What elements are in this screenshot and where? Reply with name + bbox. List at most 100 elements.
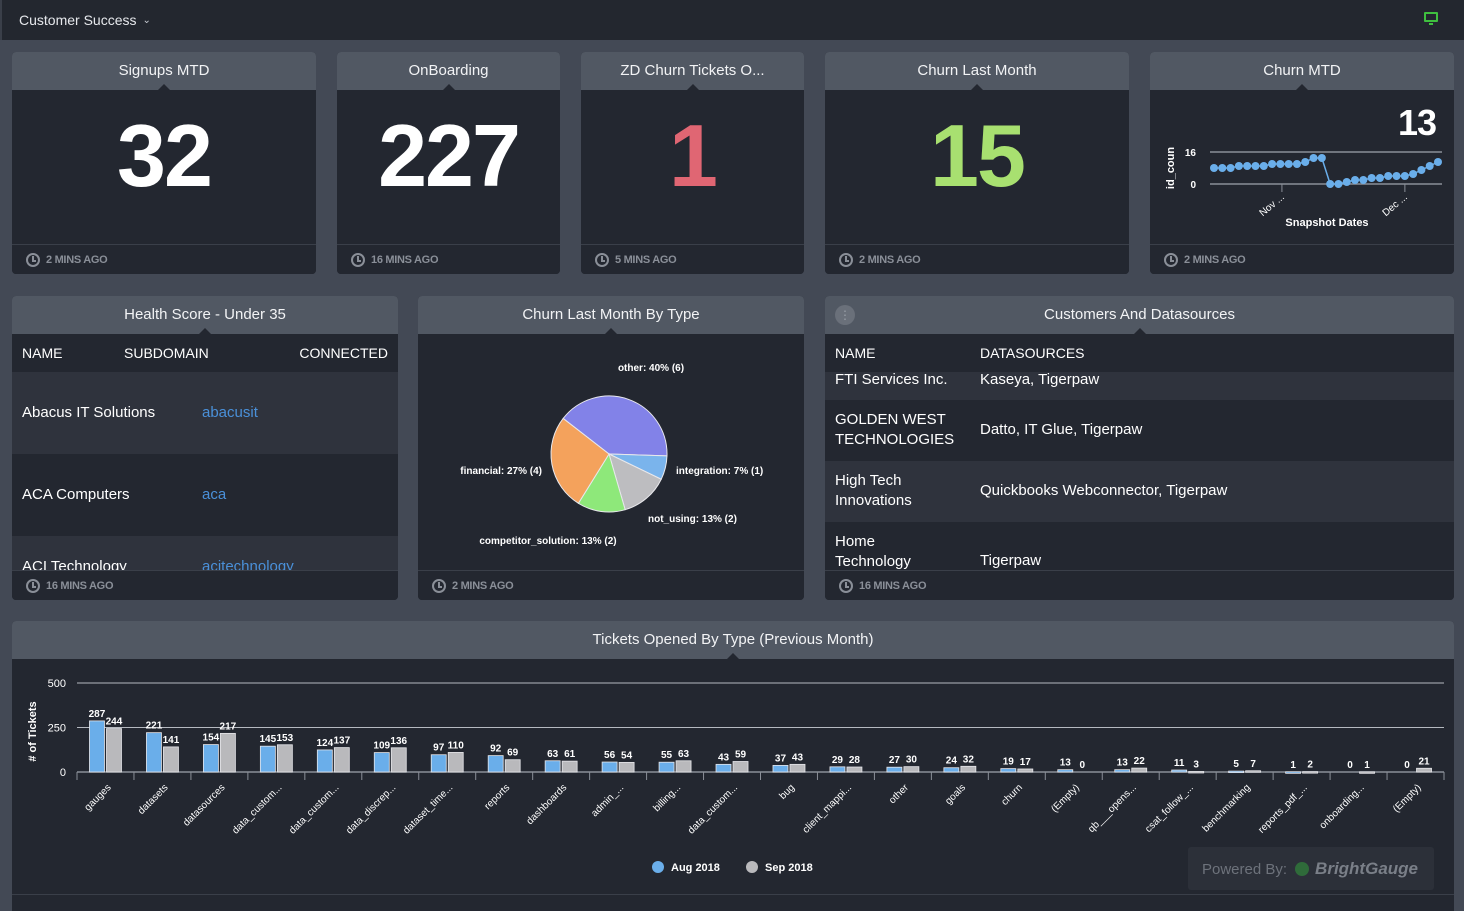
data-point bbox=[1384, 172, 1393, 180]
bar bbox=[846, 766, 863, 773]
bar bbox=[903, 766, 920, 773]
bar bbox=[316, 749, 333, 773]
table-row[interactable]: GOLDEN WEST TECHNOLOGIES Datto, IT Glue,… bbox=[825, 400, 1454, 461]
churn-mtd-card[interactable]: Churn MTD 13 16 0 id_coun Nov ... Dec ... Sna… bbox=[1150, 52, 1454, 274]
y-axis-label: id_coun bbox=[1165, 147, 1177, 189]
bar bbox=[943, 767, 960, 773]
data-label: 54 bbox=[621, 750, 633, 761]
data-label: 37 bbox=[775, 753, 787, 764]
data-label: 43 bbox=[792, 752, 804, 763]
bar bbox=[544, 760, 561, 773]
card-header: Churn Last Month By Type bbox=[418, 296, 804, 334]
data-point bbox=[1417, 166, 1426, 174]
bar bbox=[1359, 771, 1375, 774]
cell-name: ACI Technology bbox=[22, 558, 127, 570]
data-point bbox=[1234, 162, 1243, 170]
powered-by-badge[interactable]: Powered By: BrightGauge bbox=[1188, 847, 1434, 890]
data-label: 154 bbox=[203, 733, 220, 744]
slice-label: competitor_solution: 13% (2) bbox=[479, 536, 616, 547]
pie-slice bbox=[562, 395, 668, 457]
health-table[interactable]: NAME SUBDOMAIN CONNECTED Abacus IT Solut… bbox=[12, 334, 398, 570]
data-point bbox=[1434, 158, 1442, 166]
column-header[interactable]: DATASOURCES bbox=[980, 345, 1085, 361]
card-footer: 2 MINS AGO bbox=[825, 244, 1129, 274]
data-label: 11 bbox=[1174, 758, 1185, 769]
kpi-card-zd-churn[interactable]: ZD Churn Tickets O... 1 5 MINS AGO bbox=[581, 52, 804, 274]
churn-by-type-card: Churn Last Month By Type other: 40% (6) i… bbox=[418, 296, 804, 600]
x-tick-label: other bbox=[887, 782, 911, 806]
data-label: 217 bbox=[220, 721, 237, 732]
data-point bbox=[1276, 160, 1285, 168]
cell-subdomain[interactable]: acitechnology bbox=[202, 558, 294, 570]
data-label: 92 bbox=[490, 744, 502, 755]
column-header[interactable]: CONNECTED bbox=[299, 345, 388, 361]
card-footer: 16 MINS AGO bbox=[12, 570, 398, 600]
data-label: 137 bbox=[333, 736, 350, 747]
dashboard-title: Customer Success bbox=[19, 12, 137, 28]
data-label: 17 bbox=[1020, 757, 1032, 768]
cell-subdomain[interactable]: abacusit bbox=[202, 404, 258, 421]
data-point bbox=[1400, 172, 1409, 180]
tickets-by-type-card: Tickets Opened By Type (Previous Month) … bbox=[12, 621, 1454, 911]
table-row[interactable]: Home Technology Tigerpaw bbox=[825, 522, 1454, 570]
bar bbox=[276, 744, 293, 773]
data-label: 28 bbox=[849, 755, 861, 766]
dashboard-selector[interactable]: Customer Success ⌄ bbox=[19, 12, 151, 28]
data-point bbox=[1392, 172, 1401, 180]
bar bbox=[390, 747, 407, 773]
card-title: Churn Last Month bbox=[917, 62, 1037, 79]
kpi-card-onboarding[interactable]: OnBoarding 227 16 MINS AGO bbox=[337, 52, 560, 274]
cell-subdomain[interactable]: aca bbox=[202, 486, 227, 503]
updated-time: 16 MINS AGO bbox=[371, 254, 439, 266]
bar bbox=[601, 761, 618, 773]
table-row[interactable]: Abacus IT Solutions abacusit bbox=[12, 372, 398, 454]
data-label: 124 bbox=[316, 738, 333, 749]
updated-time: 2 MINS AGO bbox=[859, 254, 921, 266]
card-footer: 16 MINS AGO bbox=[337, 244, 560, 274]
cell-datasources: Kaseya, Tigerpaw bbox=[980, 371, 1100, 388]
table-row[interactable]: ACI Technology acitechnology bbox=[12, 536, 398, 570]
bar bbox=[675, 760, 692, 773]
data-label: 287 bbox=[89, 709, 106, 720]
data-point bbox=[1367, 174, 1376, 182]
cell-name: FTI Services Inc. bbox=[835, 371, 948, 388]
table-row[interactable]: FTI Services Inc. Kaseya, Tigerpaw bbox=[825, 371, 1454, 400]
bar bbox=[1171, 769, 1188, 773]
bar bbox=[202, 744, 219, 773]
column-header[interactable]: NAME bbox=[22, 345, 63, 361]
card-header: Churn Last Month bbox=[825, 52, 1129, 90]
data-label: 63 bbox=[678, 749, 690, 760]
table-row[interactable]: ACA Computers aca bbox=[12, 454, 398, 536]
menu-icon[interactable]: ⋮ bbox=[835, 305, 855, 325]
data-label: 1 bbox=[1364, 760, 1370, 771]
data-label: 153 bbox=[277, 733, 294, 744]
data-point bbox=[1425, 162, 1434, 170]
slice-label: other: 40% (6) bbox=[618, 363, 684, 374]
x-axis-label: Snapshot Dates bbox=[1285, 217, 1368, 229]
kpi-value: 1 bbox=[669, 106, 718, 205]
card-header: OnBoarding bbox=[337, 52, 560, 90]
top-bar: Customer Success ⌄ bbox=[0, 0, 1464, 40]
card-footer: 2 MINS AGO bbox=[12, 244, 316, 274]
table-header: NAME DATASOURCES bbox=[825, 334, 1454, 372]
x-tick-label: admin_... bbox=[589, 782, 626, 819]
kpi-card-churn-last-month[interactable]: Churn Last Month 15 2 MINS AGO bbox=[825, 52, 1129, 274]
cell-name: High Tech Innovations bbox=[835, 472, 912, 509]
table-row[interactable]: High Tech Innovations Quickbooks Webconn… bbox=[825, 461, 1454, 522]
bar bbox=[1057, 769, 1074, 773]
data-label: 141 bbox=[163, 735, 180, 746]
kpi-card-signups[interactable]: Signups MTD 32 2 MINS AGO bbox=[12, 52, 316, 274]
column-header[interactable]: SUBDOMAIN bbox=[124, 345, 209, 361]
monitor-icon[interactable] bbox=[1424, 12, 1438, 25]
cell-name: GOLDEN WEST TECHNOLOGIES bbox=[835, 411, 955, 448]
column-header[interactable]: NAME bbox=[835, 345, 876, 361]
card-footer: 2 MINS AGO bbox=[418, 570, 804, 600]
data-label: 24 bbox=[946, 756, 958, 767]
customers-table[interactable]: NAME DATASOURCES FTI Services Inc. Kasey… bbox=[825, 334, 1454, 570]
data-point bbox=[1218, 164, 1227, 172]
x-tick-label: Dec ... bbox=[1381, 192, 1410, 219]
card-footer: 5 MINS AGO bbox=[581, 244, 804, 274]
bar bbox=[1285, 771, 1302, 774]
card-footer: 2 MINS AGO bbox=[1150, 244, 1454, 274]
card-title: Health Score - Under 35 bbox=[124, 306, 286, 323]
